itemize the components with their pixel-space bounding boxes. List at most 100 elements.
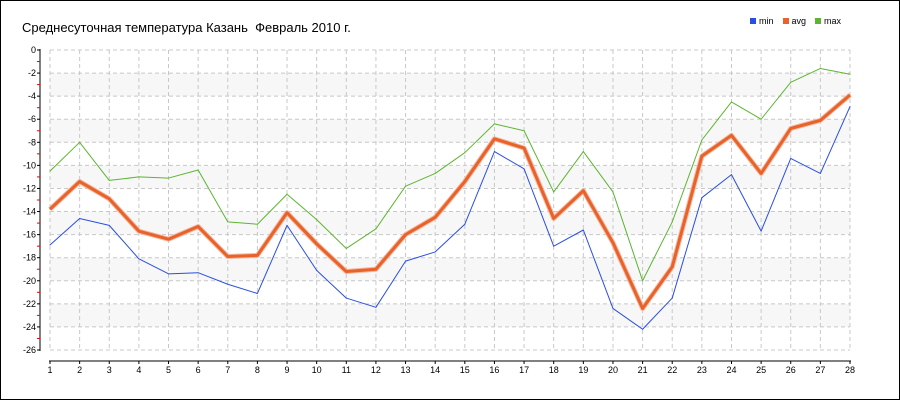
data-point-avg xyxy=(493,138,495,140)
data-point-max xyxy=(405,185,407,187)
grid-band xyxy=(50,119,850,143)
x-tick-label: 26 xyxy=(786,365,796,375)
y-tick-label: -14 xyxy=(23,207,36,217)
y-tick-label: -2 xyxy=(28,68,36,78)
legend-label: min xyxy=(759,16,774,26)
x-tick-label: 5 xyxy=(166,365,171,375)
legend-swatch xyxy=(815,18,822,24)
data-point-avg xyxy=(701,155,703,157)
x-tick-label: 23 xyxy=(697,365,707,375)
data-point-max xyxy=(849,73,851,75)
data-point-avg xyxy=(612,242,614,244)
legend-item-min: min xyxy=(750,16,774,26)
x-tick-label: 25 xyxy=(756,365,766,375)
data-point-min xyxy=(790,157,792,159)
data-point-min xyxy=(671,297,673,299)
data-point-max xyxy=(730,101,732,103)
x-tick-label: 18 xyxy=(549,365,559,375)
data-point-max xyxy=(227,221,229,223)
x-tick-label: 22 xyxy=(667,365,677,375)
x-tick-label: 17 xyxy=(519,365,529,375)
series-line-min xyxy=(49,106,851,330)
data-point-min xyxy=(168,273,170,275)
data-point-max xyxy=(612,191,614,193)
data-point-avg xyxy=(375,268,377,270)
data-point-min xyxy=(464,223,466,225)
data-point-max xyxy=(701,139,703,141)
data-point-min xyxy=(316,269,318,271)
data-point-max xyxy=(671,221,673,223)
data-point-avg xyxy=(108,198,110,200)
data-point-avg xyxy=(464,181,466,183)
series-line-avg xyxy=(48,93,851,310)
data-point-min xyxy=(642,328,644,330)
data-point-max xyxy=(138,176,140,178)
data-point-min xyxy=(227,283,229,285)
data-point-max xyxy=(316,219,318,221)
data-point-min xyxy=(523,168,525,170)
data-point-avg xyxy=(730,134,732,136)
y-tick-label: -18 xyxy=(23,253,36,263)
data-point-avg xyxy=(316,243,318,245)
data-point-max xyxy=(760,118,762,120)
x-tick-label: 2 xyxy=(77,365,82,375)
x-tick-label: 3 xyxy=(107,365,112,375)
data-point-max xyxy=(345,247,347,249)
data-point-avg xyxy=(405,234,407,236)
data-point-avg xyxy=(345,271,347,273)
data-point-min xyxy=(849,106,851,108)
data-point-avg xyxy=(642,307,644,309)
grid-band xyxy=(50,211,850,235)
data-point-min xyxy=(730,174,732,176)
data-point-avg xyxy=(671,266,673,268)
y-tick-label: -22 xyxy=(23,299,36,309)
data-point-min xyxy=(819,172,821,174)
x-tick-label: 11 xyxy=(342,365,351,375)
y-tick-label: -20 xyxy=(23,276,36,286)
x-tick-label: 1 xyxy=(47,365,52,375)
x-tick-label: 10 xyxy=(312,365,322,375)
data-point-avg xyxy=(553,217,555,219)
data-point-avg xyxy=(138,230,140,232)
data-point-max xyxy=(375,228,377,230)
data-point-min xyxy=(197,272,199,274)
data-point-min xyxy=(493,151,495,153)
grid-band xyxy=(50,257,850,281)
data-point-avg xyxy=(286,212,288,214)
data-point-min xyxy=(138,258,140,260)
data-point-min xyxy=(434,251,436,253)
data-point-max xyxy=(168,177,170,179)
data-point-min xyxy=(286,224,288,226)
grid-band xyxy=(50,73,850,97)
data-point-avg xyxy=(434,216,436,218)
data-point-avg xyxy=(790,127,792,129)
legend-swatch xyxy=(782,18,789,24)
data-point-min xyxy=(612,307,614,309)
legend-swatch xyxy=(750,18,756,24)
x-tick-label: 24 xyxy=(726,365,736,375)
data-point-max xyxy=(197,169,199,171)
data-point-max xyxy=(493,123,495,125)
legend-item-max: max xyxy=(815,16,841,26)
x-tick-label: 21 xyxy=(638,365,648,375)
y-tick-label: -24 xyxy=(23,322,36,332)
data-point-max xyxy=(790,81,792,83)
y-tick-label: -16 xyxy=(23,230,36,240)
x-tick-label: 19 xyxy=(578,365,588,375)
x-tick-label: 16 xyxy=(489,365,499,375)
data-point-min xyxy=(108,224,110,226)
y-tick-label: -10 xyxy=(23,160,36,170)
x-tick-label: 7 xyxy=(225,365,230,375)
data-point-max xyxy=(286,193,288,195)
data-point-min xyxy=(553,245,555,247)
data-point-avg xyxy=(523,147,525,149)
data-point-min xyxy=(49,244,51,246)
y-tick-label: -4 xyxy=(28,91,36,101)
x-tick-label: 28 xyxy=(845,365,855,375)
y-tick-label: -12 xyxy=(23,183,36,193)
data-point-avg xyxy=(197,226,199,228)
grid-band xyxy=(50,303,850,327)
x-tick-label: 27 xyxy=(815,365,825,375)
